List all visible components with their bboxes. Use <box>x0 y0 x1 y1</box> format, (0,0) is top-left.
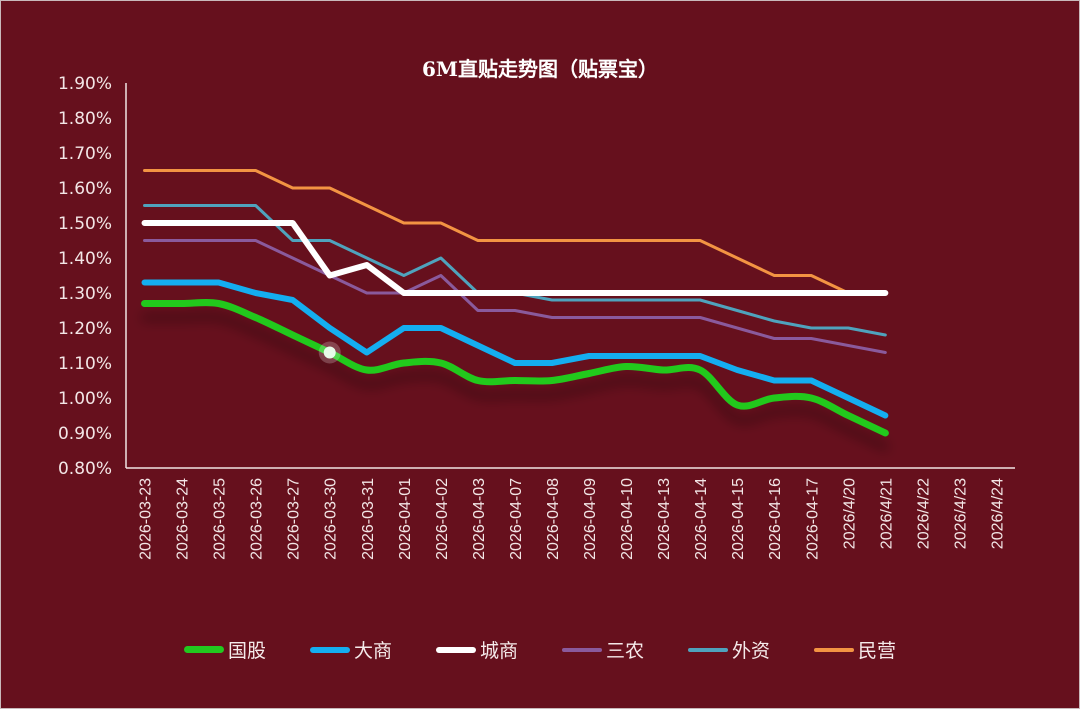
x-tick-label: 2026-04-13 <box>656 478 673 560</box>
x-tick-label: 2026-04-01 <box>397 478 414 560</box>
chart-legend: 国股 大商 城商 三农 外资 民营 <box>0 636 1080 663</box>
x-tick-label: 2026-04-08 <box>545 478 562 560</box>
x-tick-label: 2026-04-03 <box>471 478 488 560</box>
legend-item-外资[interactable]: 外资 <box>688 636 770 663</box>
x-tick-label: 2026-04-07 <box>508 478 525 560</box>
x-tick-label: 2026/4/20 <box>841 478 858 549</box>
x-tick-label: 2026-03-31 <box>360 478 377 560</box>
x-tick-label: 2026-03-25 <box>212 478 229 560</box>
legend-swatch-icon <box>688 647 729 652</box>
x-tick-label: 2026-04-16 <box>767 478 784 560</box>
legend-label: 国股 <box>227 640 266 662</box>
x-tick-label: 2026-04-15 <box>730 478 747 560</box>
x-tick-label: 2026-03-30 <box>323 478 340 560</box>
y-tick-label: 0.80% <box>58 459 112 479</box>
x-tick-label: 2026/4/21 <box>878 478 895 549</box>
legend-label: 民营 <box>858 640 897 662</box>
legend-swatch-icon <box>183 646 224 653</box>
legend-item-大商[interactable]: 大商 <box>309 636 392 663</box>
y-tick-label: 0.90% <box>58 424 112 444</box>
legend-label: 大商 <box>353 640 392 662</box>
legend-label: 三农 <box>606 640 645 662</box>
x-tick-label: 2026-04-02 <box>434 478 451 560</box>
x-tick-label: 2026-04-14 <box>693 478 710 560</box>
y-tick-label: 1.70% <box>58 144 112 164</box>
legend-swatch-icon <box>435 646 476 653</box>
x-tick-label: 2026-03-27 <box>286 478 303 560</box>
y-tick-label: 1.50% <box>58 214 112 234</box>
x-tick-label: 2026-03-23 <box>138 478 155 560</box>
series-line-民营 <box>143 169 887 295</box>
x-tick-label: 2026/4/24 <box>989 478 1006 549</box>
x-tick-label: 2026-03-24 <box>175 478 192 560</box>
x-tick-label: 2026-03-26 <box>249 478 266 560</box>
series-lines <box>141 169 889 437</box>
legend-swatch-icon <box>562 647 602 652</box>
x-axis-ticks: 2026-03-23 2026-03-24 2026-03-25 2026-03-26… <box>138 478 1007 560</box>
legend-swatch-icon <box>309 646 350 653</box>
y-tick-label: 1.40% <box>58 249 112 269</box>
series-line-国股 <box>141 298 889 437</box>
x-tick-label: 2026/4/23 <box>952 478 969 549</box>
chart-title: 6M直贴走势图（贴票宝） <box>421 57 659 81</box>
y-tick-label: 1.10% <box>58 354 112 374</box>
y-tick-label: 1.80% <box>58 109 112 129</box>
x-tick-label: 2026/4/22 <box>915 478 932 549</box>
x-tick-label: 2026-04-10 <box>619 478 636 560</box>
legend-item-民营[interactable]: 民营 <box>814 636 896 663</box>
y-tick-label: 1.90% <box>58 74 112 94</box>
legend-item-国股[interactable]: 国股 <box>183 636 266 663</box>
legend-label: 外资 <box>732 640 771 662</box>
highlight-markers <box>318 341 341 364</box>
x-tick-label: 2026-04-17 <box>804 478 821 560</box>
y-tick-label: 1.20% <box>58 319 112 339</box>
legend-item-城商[interactable]: 城商 <box>435 636 518 663</box>
series-line-大商 <box>141 279 889 419</box>
y-tick-label: 1.30% <box>58 284 112 304</box>
legend-item-三农[interactable]: 三农 <box>562 636 644 663</box>
series-line-城商 <box>141 220 889 296</box>
y-axis-ticks: 1.90% 1.80% 1.70% 1.60% 1.50% 1.40% 1.30% 1.20%… <box>58 74 112 479</box>
y-tick-label: 1.00% <box>58 389 112 409</box>
y-tick-label: 1.60% <box>58 179 112 199</box>
legend-label: 城商 <box>479 640 518 662</box>
x-tick-label: 2026-04-09 <box>582 478 599 560</box>
series-line-三农 <box>143 239 887 354</box>
highlight-point[interactable] <box>323 346 336 359</box>
legend-swatch-icon <box>814 647 855 652</box>
